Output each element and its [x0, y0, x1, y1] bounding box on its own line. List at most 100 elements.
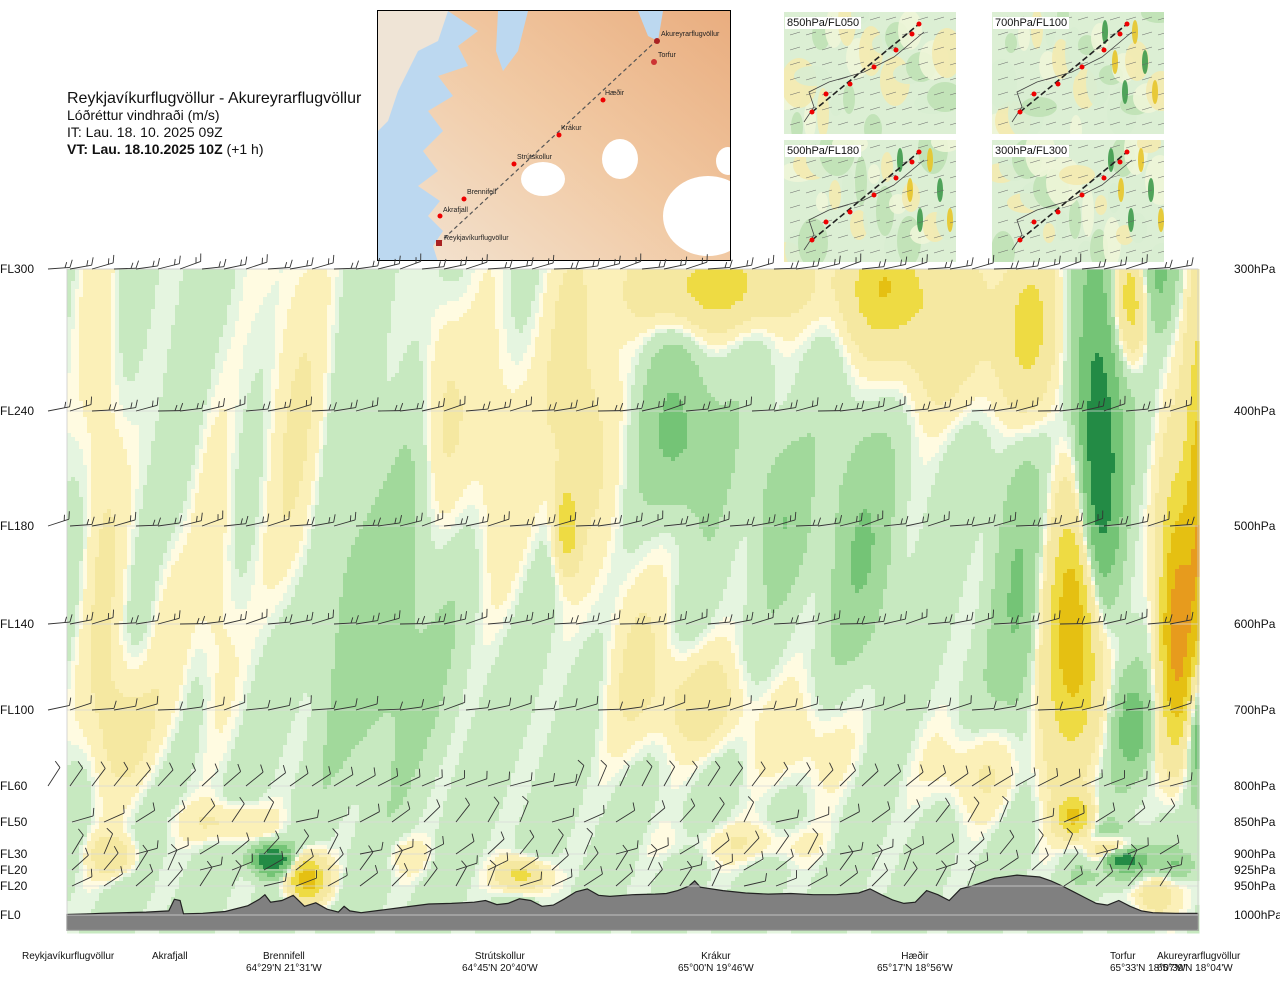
y-axis-hpa-label: 500hPa	[1234, 519, 1276, 533]
waypoint-coord: 65°39'N 18°04'W	[1157, 963, 1240, 975]
wind-barb	[290, 257, 313, 269]
wind-barb	[972, 255, 994, 269]
wind-barb	[466, 254, 487, 269]
y-axis-hpa-label: 900hPa	[1234, 847, 1276, 861]
y-axis-fl-label: FL20	[0, 863, 28, 877]
waypoint-coord: 64°29'N 21°31'W	[246, 963, 322, 975]
wind-barb	[48, 260, 72, 269]
waypoint-name: Strútskollur	[462, 951, 538, 963]
wind-barb	[950, 257, 973, 269]
wind-barb	[422, 259, 446, 269]
wind-barb	[1082, 259, 1106, 269]
wind-barb	[598, 256, 620, 269]
waypoint-coord: 65°00'N 19°46'W	[678, 963, 754, 975]
wind-barb	[510, 257, 533, 269]
wind-barb	[686, 254, 707, 269]
waypoint-coord: 64°45'N 20°40'W	[462, 963, 538, 975]
waypoint-name: Brennifell	[246, 951, 322, 963]
vertical-wind-field	[67, 269, 1200, 934]
wind-barb	[268, 260, 292, 269]
wind-barb	[1060, 253, 1081, 269]
wind-barb	[136, 258, 160, 269]
mini-map-700-label: 700hPa/FL100	[993, 17, 1069, 29]
wind-barb	[884, 257, 907, 269]
y-axis-hpa-label: 925hPa	[1234, 863, 1276, 877]
y-axis-fl-label: FL240	[0, 404, 34, 418]
wind-barb	[378, 256, 400, 269]
y-axis-fl-label: FL60	[0, 779, 28, 793]
wind-barb	[994, 261, 1019, 269]
wind-barb	[664, 257, 687, 269]
y-axis-fl-label: FL300	[0, 262, 34, 276]
wind-barb	[356, 258, 380, 269]
wind-barb	[246, 254, 267, 269]
waypoint-haedir: Hæðir 65°17'N 18°56'W	[877, 951, 953, 975]
waypoint-akrafjall: Akrafjall	[152, 951, 188, 963]
wind-barb	[554, 261, 579, 269]
wind-barb	[840, 253, 861, 269]
y-axis-hpa-label: 700hPa	[1234, 703, 1276, 717]
wind-barb	[224, 257, 247, 269]
waypoint-strutskollur: Strútskollur 64°45'N 20°40'W	[462, 951, 538, 975]
y-axis-hpa-label: 950hPa	[1234, 879, 1276, 893]
wind-barb	[1126, 254, 1147, 269]
waypoint-coord: 65°17'N 18°56'W	[877, 963, 953, 975]
wind-barb	[70, 257, 93, 269]
waypoint-brennifell: Brennifell 64°29'N 21°31'W	[246, 951, 322, 975]
wind-barb	[444, 257, 467, 269]
mini-map-850-label: 850hPa/FL050	[785, 17, 861, 29]
wind-barb	[334, 261, 359, 269]
wind-barb	[774, 261, 799, 269]
wind-barb	[488, 260, 512, 269]
wind-barb	[642, 259, 666, 269]
y-axis-hpa-label: 1000hPa	[1234, 908, 1280, 922]
waypoint-akureyri: Akureyrarflugvöllur 65°39'N 18°04'W	[1157, 951, 1240, 975]
y-axis-fl-label: FL0	[0, 908, 21, 922]
y-axis-fl-label: FL140	[0, 617, 34, 631]
cross-section-chart: FL300 300hPa FL240 400hPa FL180 500hPa FL140 60…	[0, 0, 1280, 981]
wind-barb	[180, 253, 201, 269]
wind-barb	[708, 260, 732, 269]
wind-barb	[48, 761, 60, 786]
wind-barb	[532, 255, 554, 269]
mini-map-500-label: 500hPa/FL180	[785, 145, 861, 157]
wind-barb	[1148, 260, 1172, 269]
waypoint-name: Krákur	[678, 951, 754, 963]
wind-barb	[620, 253, 641, 269]
waypoint-name: Akrafjall	[152, 951, 188, 963]
wind-barb	[1016, 258, 1040, 269]
wind-barb	[796, 258, 820, 269]
wind-barb	[1170, 257, 1193, 269]
waypoint-krakur: Krákur 65°00'N 19°46'W	[678, 951, 754, 975]
wind-barb	[906, 254, 927, 269]
wind-barb	[92, 255, 114, 269]
wind-barb	[818, 256, 840, 269]
y-axis-hpa-label: 400hPa	[1234, 404, 1276, 418]
wind-barb	[48, 511, 69, 526]
y-axis-fl-label: FL20	[0, 879, 28, 893]
wind-barb	[1038, 256, 1060, 269]
wind-barb	[158, 256, 180, 269]
y-axis-fl-label: FL100	[0, 703, 34, 717]
wind-barb	[400, 253, 421, 269]
mini-map-300-label: 300hPa/FL300	[993, 145, 1069, 157]
waypoint-name: Reykjavíkurflugvöllur	[22, 951, 114, 963]
waypoint-reykjavik: Reykjavíkurflugvöllur	[22, 951, 114, 963]
wind-barb	[730, 257, 753, 269]
y-axis-fl-label: FL50	[0, 815, 28, 829]
wind-barb	[202, 259, 226, 269]
waypoint-name: Hæðir	[877, 951, 953, 963]
wind-barb	[862, 259, 886, 269]
y-axis-hpa-label: 800hPa	[1234, 779, 1276, 793]
y-axis-hpa-label: 600hPa	[1234, 617, 1276, 631]
wind-barb	[114, 261, 139, 269]
y-axis-hpa-label: 300hPa	[1234, 262, 1276, 276]
y-axis-hpa-label: 850hPa	[1234, 815, 1276, 829]
y-axis-fl-label: FL180	[0, 519, 34, 533]
wind-barb	[312, 255, 334, 269]
wind-barb	[928, 260, 952, 269]
waypoint-name: Akureyrarflugvöllur	[1157, 951, 1240, 963]
wind-barb	[1104, 257, 1127, 269]
wind-barb	[576, 258, 600, 269]
y-axis-fl-label: FL30	[0, 847, 28, 861]
